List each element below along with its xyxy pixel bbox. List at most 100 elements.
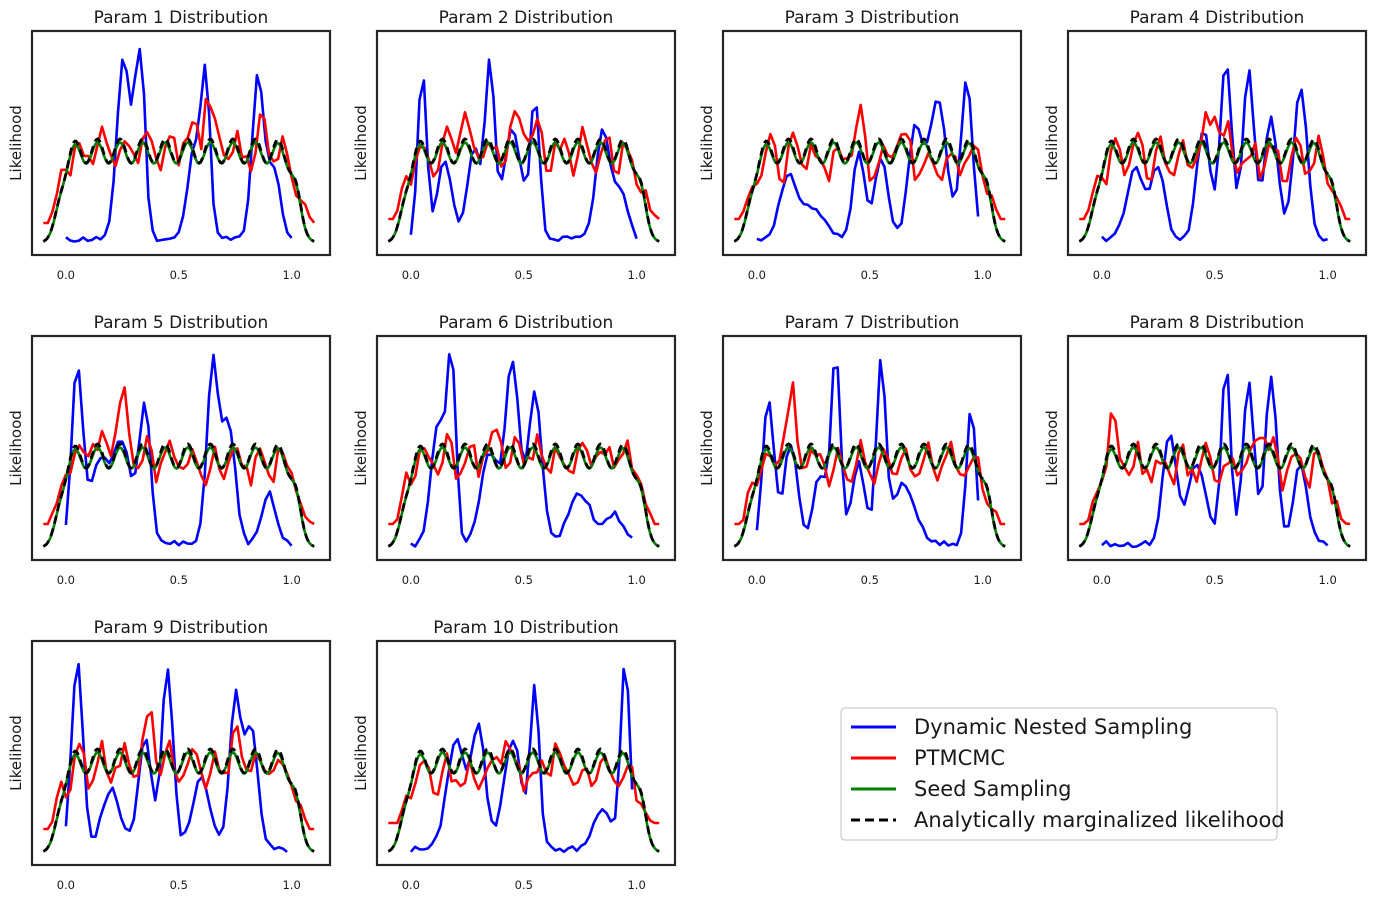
x-tick-label: 1.0: [627, 878, 645, 892]
y-axis-label: Likelihood: [352, 410, 370, 486]
series-line-ptmcmc: [388, 739, 660, 825]
panel-title: Param 4 Distribution: [1130, 8, 1305, 28]
series-line-analytic: [387, 442, 660, 548]
legend-label-ptmcmc: PTMCMC: [914, 746, 1005, 770]
x-tick-label: 0.0: [1093, 268, 1111, 282]
x-tick-label: 0.0: [57, 268, 75, 282]
panel-title: Param 2 Distribution: [439, 8, 614, 28]
panel-title: Param 10 Distribution: [433, 618, 619, 638]
x-tick-label: 0.0: [57, 573, 75, 587]
series-line-analytic: [387, 137, 660, 243]
axes-frame: [1066, 29, 1368, 257]
series-line-analytic: [387, 747, 660, 853]
panel-8: Param 8 Distribution Likelihood 0.0 0.5 1.0: [1043, 313, 1368, 587]
x-tick-label: 1.0: [627, 268, 645, 282]
x-tick-label: 0.5: [515, 573, 533, 587]
x-tick-label: 0.5: [1206, 268, 1224, 282]
series-line-dns: [755, 358, 980, 547]
x-tick-label: 1.0: [1318, 268, 1336, 282]
y-axis-label: Likelihood: [7, 105, 25, 181]
x-tick-label: 0.5: [861, 268, 879, 282]
series-line-dns: [64, 662, 288, 853]
x-tick-label: 1.0: [973, 573, 991, 587]
x-tick-label: 0.0: [1093, 573, 1111, 587]
series-line-analytic: [42, 137, 315, 243]
y-axis-label: Likelihood: [1043, 410, 1061, 486]
axes-frame: [30, 29, 332, 257]
panel-title: Param 6 Distribution: [439, 313, 614, 333]
legend: Dynamic Nested Sampling PTMCMC Seed Samp…: [840, 707, 1285, 841]
y-axis-label: Likelihood: [7, 715, 25, 791]
x-tick-label: 0.5: [861, 573, 879, 587]
legend-label-seed: Seed Sampling: [914, 777, 1071, 801]
series-line-ptmcmc: [734, 103, 1006, 221]
series-line-dns: [1101, 373, 1329, 549]
x-tick-label: 0.0: [57, 878, 75, 892]
series-line-dns: [756, 81, 980, 242]
series-line-analytic: [42, 747, 315, 853]
axes-frame: [1066, 334, 1368, 562]
series-line-ptmcmc: [388, 109, 661, 221]
series-line-analytic: [1078, 137, 1351, 243]
x-tick-label: 1.0: [973, 268, 991, 282]
panel-title: Param 9 Distribution: [94, 618, 269, 638]
x-tick-label: 1.0: [282, 573, 300, 587]
series-line-analytic: [1078, 442, 1351, 548]
panel-10: Param 10 Distribution Likelihood 0.0 0.5 1.0: [352, 618, 677, 892]
x-tick-label: 0.0: [748, 268, 766, 282]
panel-6: Param 6 Distribution Likelihood 0.0 0.5 1.0: [352, 313, 677, 587]
x-tick-label: 0.0: [748, 573, 766, 587]
y-axis-label: Likelihood: [1043, 105, 1061, 181]
y-axis-label: Likelihood: [7, 410, 25, 486]
panel-3: Param 3 Distribution Likelihood 0.0 0.5 1.0: [698, 8, 1023, 282]
x-tick-label: 0.5: [170, 268, 188, 282]
series-line-analytic: [733, 137, 1006, 243]
series-line-dns: [65, 47, 293, 243]
axes-frame: [375, 29, 677, 257]
axes-frame: [30, 334, 332, 562]
x-tick-label: 1.0: [282, 878, 300, 892]
x-tick-label: 1.0: [1318, 573, 1336, 587]
series-line-dns: [1100, 68, 1328, 243]
series-line-ptmcmc: [43, 711, 315, 831]
panel-4: Param 4 Distribution Likelihood 0.0 0.5 1.0: [1043, 8, 1368, 282]
x-tick-label: 0.5: [170, 878, 188, 892]
panel-title: Param 8 Distribution: [1130, 313, 1305, 333]
series-line-analytic: [42, 442, 315, 548]
series-line-ptmcmc: [1079, 111, 1351, 221]
series-line-ptmcmc: [388, 428, 660, 526]
panel-1: Param 1 Distribution Likelihood 0.0 0.5 1.0: [7, 8, 332, 282]
axes-frame: [375, 334, 677, 562]
series-line-ptmcmc: [43, 97, 316, 225]
panel-5: Param 5 Distribution Likelihood 0.0 0.5 1.0: [7, 313, 332, 587]
series-line-dns: [409, 58, 638, 242]
axes-frame: [30, 639, 332, 867]
panel-2: Param 2 Distribution Likelihood 0.0 0.5 1.0: [352, 8, 677, 282]
y-axis-label: Likelihood: [352, 105, 370, 181]
y-axis-label: Likelihood: [352, 715, 370, 791]
x-tick-label: 0.5: [515, 268, 533, 282]
panel-title: Param 3 Distribution: [785, 8, 960, 28]
y-axis-label: Likelihood: [698, 410, 716, 486]
x-tick-label: 0.0: [402, 878, 420, 892]
axes-frame: [721, 29, 1023, 257]
panel-title: Param 5 Distribution: [94, 313, 269, 333]
x-tick-label: 0.5: [1206, 573, 1224, 587]
legend-box: [840, 707, 1278, 841]
panel-9: Param 9 Distribution Likelihood 0.0 0.5 1.0: [7, 618, 332, 892]
panel-title: Param 1 Distribution: [94, 8, 269, 28]
x-tick-label: 1.0: [627, 573, 645, 587]
x-tick-label: 0.5: [515, 878, 533, 892]
legend-label-analytic: Analytically marginalized likelihood: [914, 808, 1285, 832]
x-tick-label: 1.0: [282, 268, 300, 282]
axes-frame: [721, 334, 1023, 562]
x-tick-label: 0.0: [402, 573, 420, 587]
series-line-ptmcmc: [734, 381, 1006, 526]
legend-label-dns: Dynamic Nested Sampling: [914, 715, 1192, 739]
panel-7: Param 7 Distribution Likelihood 0.0 0.5 1.0: [698, 313, 1023, 587]
axes-frame: [375, 639, 677, 867]
x-tick-label: 0.5: [170, 573, 188, 587]
x-tick-label: 0.0: [402, 268, 420, 282]
series-line-analytic: [733, 442, 1006, 548]
